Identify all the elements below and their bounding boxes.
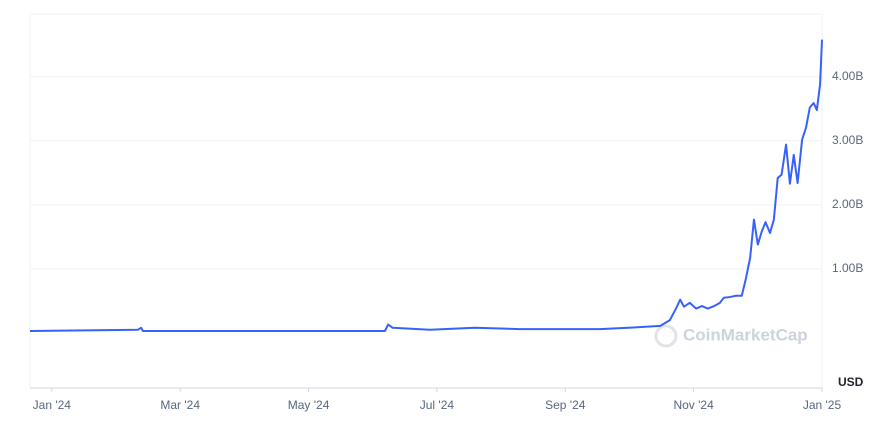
watermark-logo xyxy=(654,324,678,348)
y-tick-label: 4.00B xyxy=(832,69,863,83)
x-tick-label: Mar '24 xyxy=(160,398,200,412)
price-line xyxy=(29,39,823,332)
watermark: CoinMarketCap xyxy=(683,325,808,344)
x-tick-label: Nov '24 xyxy=(673,398,714,412)
x-tick-label: Jan '24 xyxy=(33,398,72,412)
y-tick-label: 1.00B xyxy=(832,261,863,275)
x-tick-label: Jul '24 xyxy=(420,398,455,412)
x-tick-label: Jan '25 xyxy=(803,398,842,412)
y-tick-label: 2.00B xyxy=(832,197,863,211)
currency-label: USD xyxy=(838,375,864,389)
x-tick-label: Sep '24 xyxy=(545,398,586,412)
y-tick-label: 3.00B xyxy=(832,133,863,147)
x-tick-label: May '24 xyxy=(288,398,330,412)
